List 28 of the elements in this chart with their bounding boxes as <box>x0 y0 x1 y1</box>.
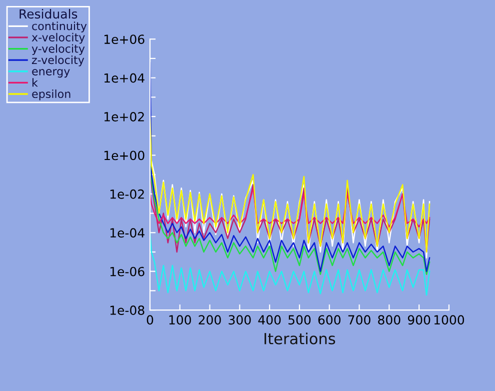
x-tick-label: 900 <box>408 315 430 325</box>
x-tick-label: 1000 <box>434 315 464 325</box>
y-tick-label: 1e-04 <box>110 228 144 238</box>
legend-label: epsilon <box>32 89 70 100</box>
x-axis-title: Iterations <box>264 332 336 344</box>
x-tick-label: 800 <box>378 315 400 325</box>
y-tick-label: 1e-06 <box>110 266 144 276</box>
x-tick-label: 300 <box>228 315 251 325</box>
legend-label: k <box>32 78 38 87</box>
x-tick-label: 700 <box>348 315 370 325</box>
y-tick-label: 1e-08 <box>110 306 144 315</box>
y-tick-label: 1e+00 <box>104 150 144 160</box>
legend-label: energy <box>32 69 70 78</box>
x-tick-label: 400 <box>258 315 281 325</box>
y-tick-label: 1e+06 <box>104 34 144 44</box>
x-tick-label: 200 <box>198 315 221 325</box>
legend-label: y-velocity <box>32 44 85 55</box>
legend-label: x-velocity <box>32 32 85 44</box>
x-tick-label: 500 <box>288 315 311 325</box>
legend-label: z-velocity <box>32 56 84 66</box>
y-tick-label: 1e-02 <box>110 189 144 199</box>
x-tick-label: 0 <box>146 315 154 325</box>
x-tick-label: 600 <box>318 315 340 325</box>
legend-title: Residuals <box>20 8 78 19</box>
y-tick-label: 1e+02 <box>104 112 144 122</box>
x-tick-label: 100 <box>169 315 191 325</box>
y-tick-label: 1e+04 <box>104 73 144 83</box>
legend-label: continuity <box>32 22 87 32</box>
